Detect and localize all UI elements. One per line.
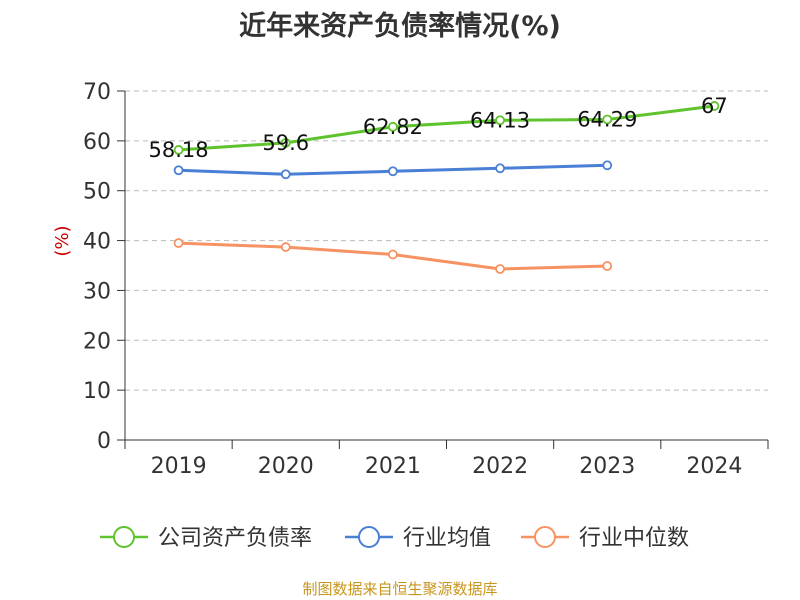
data-label-2021: 62.82 — [363, 115, 423, 139]
point-1-2019 — [173, 165, 184, 176]
point-0-2024 — [709, 101, 720, 111]
y-tick-label-10: 10 — [83, 379, 111, 404]
chart-title: 近年来资产负债率情况(%) — [239, 11, 561, 42]
point-1-2021 — [388, 166, 398, 177]
point-0-2019 — [173, 145, 184, 155]
point-2-2021 — [388, 249, 398, 260]
point-0-2022 — [495, 115, 505, 126]
data-label-2020: 59.6 — [262, 131, 309, 155]
y-tick-label-60: 60 — [83, 130, 111, 155]
x-tick-label-2022: 2022 — [472, 454, 528, 479]
point-1-2022 — [495, 163, 505, 174]
axes: 0 10 20 30 40 50 60 70 2019 2020 2021 2022 2023 2024 (… — [52, 80, 769, 479]
y-tick-label-70: 70 — [83, 80, 111, 105]
y-tick-label-30: 30 — [83, 279, 111, 304]
legend-label-0: 公司资产负债率 — [158, 526, 312, 551]
point-1-2020 — [280, 169, 291, 180]
point-0-2020 — [280, 137, 291, 148]
point-0-2023 — [602, 114, 613, 125]
data-label-2019: 58.18 — [149, 138, 209, 162]
y-tick-label-20: 20 — [83, 329, 111, 354]
data-label-2024: 67 — [701, 94, 728, 118]
point-2-2019 — [173, 238, 184, 248]
y-axis-label: (%) — [52, 225, 73, 256]
legend-label-2: 行业中位数 — [579, 526, 689, 551]
point-2-2022 — [495, 264, 505, 274]
legend-label-1: 行业均值 — [403, 526, 491, 551]
series-lines — [173, 101, 720, 274]
source-footer: 制图数据来自恒生聚源数据库 — [302, 580, 498, 598]
legend-marker-1 — [358, 526, 380, 548]
x-tick-label-2024: 2024 — [686, 454, 742, 479]
data-label-2023: 64.29 — [577, 107, 637, 131]
y-tick-label-40: 40 — [83, 230, 111, 255]
x-tick-label-2020: 2020 — [258, 454, 314, 479]
x-tick-label-2019: 2019 — [151, 454, 207, 479]
legend-marker-0 — [113, 526, 135, 548]
grid-lines — [125, 90, 768, 391]
legend-marker-2 — [534, 526, 556, 548]
legend: 公司资产负债率 行业均值 行业中位数 — [100, 526, 689, 551]
data-labels: 58.18 59.6 62.82 64.13 64.29 67 — [149, 94, 728, 162]
point-2-2023 — [602, 261, 613, 271]
series-line-0 — [178, 104, 715, 152]
point-1-2023 — [602, 160, 613, 171]
y-tick-label-0: 0 — [97, 429, 111, 454]
x-tick-label-2021: 2021 — [365, 454, 421, 479]
x-tick-label-2023: 2023 — [579, 454, 635, 479]
point-0-2021 — [388, 121, 398, 132]
y-tick-label-50: 50 — [83, 180, 111, 205]
data-label-2022: 64.13 — [470, 108, 530, 132]
point-2-2020 — [280, 242, 291, 252]
